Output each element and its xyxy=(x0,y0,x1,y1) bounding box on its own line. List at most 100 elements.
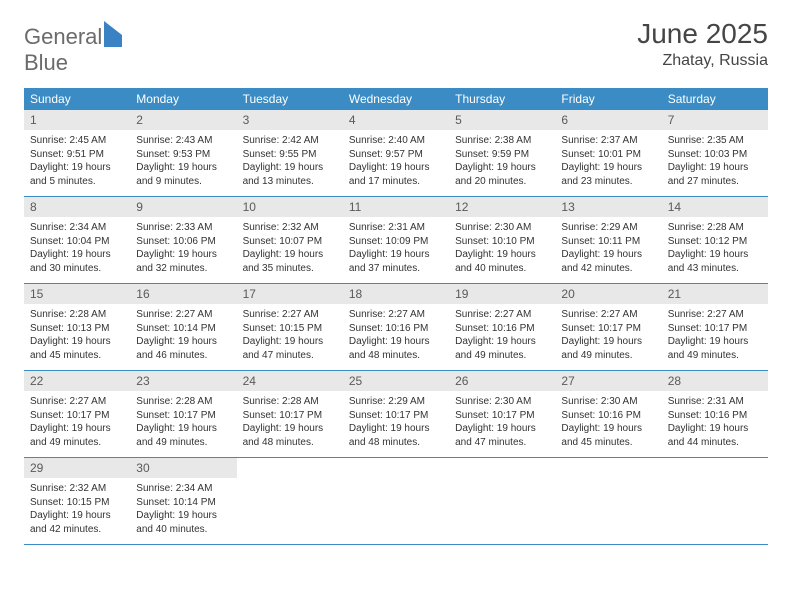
day-line: Sunrise: 2:29 AM xyxy=(561,221,655,235)
day-line: and 49 minutes. xyxy=(136,436,230,450)
day-line: Sunrise: 2:34 AM xyxy=(136,482,230,496)
day-body: Sunrise: 2:34 AMSunset: 10:04 PMDaylight… xyxy=(24,217,130,283)
week-row: 29Sunrise: 2:32 AMSunset: 10:15 PMDaylig… xyxy=(24,458,768,545)
day-body: Sunrise: 2:30 AMSunset: 10:10 PMDaylight… xyxy=(449,217,555,283)
day-number: 28 xyxy=(662,371,768,391)
day-body: Sunrise: 2:30 AMSunset: 10:16 PMDaylight… xyxy=(555,391,661,457)
day-line: Daylight: 19 hours xyxy=(668,335,762,349)
week-row: 8Sunrise: 2:34 AMSunset: 10:04 PMDayligh… xyxy=(24,197,768,284)
day-body: Sunrise: 2:27 AMSunset: 10:15 PMDaylight… xyxy=(237,304,343,370)
location: Zhatay, Russia xyxy=(637,52,768,70)
day-cell xyxy=(449,458,555,545)
day-body: Sunrise: 2:42 AMSunset: 9:55 PMDaylight:… xyxy=(237,130,343,196)
day-line: and 9 minutes. xyxy=(136,175,230,189)
day-line: Daylight: 19 hours xyxy=(136,509,230,523)
day-line: Daylight: 19 hours xyxy=(30,335,124,349)
day-cell: 18Sunrise: 2:27 AMSunset: 10:16 PMDaylig… xyxy=(343,284,449,371)
day-line: Sunrise: 2:27 AM xyxy=(455,308,549,322)
day-line: Sunset: 9:57 PM xyxy=(349,148,443,162)
day-cell xyxy=(555,458,661,545)
day-cell: 11Sunrise: 2:31 AMSunset: 10:09 PMDaylig… xyxy=(343,197,449,284)
day-number: 24 xyxy=(237,371,343,391)
day-line: Daylight: 19 hours xyxy=(30,248,124,262)
day-number: 21 xyxy=(662,284,768,304)
day-body: Sunrise: 2:28 AMSunset: 10:12 PMDaylight… xyxy=(662,217,768,283)
day-line: Sunrise: 2:28 AM xyxy=(136,395,230,409)
day-number: 4 xyxy=(343,110,449,130)
day-line: Daylight: 19 hours xyxy=(561,422,655,436)
day-number: 13 xyxy=(555,197,661,217)
dow-saturday: Saturday xyxy=(662,88,768,110)
day-cell: 14Sunrise: 2:28 AMSunset: 10:12 PMDaylig… xyxy=(662,197,768,284)
day-line: Sunrise: 2:32 AM xyxy=(243,221,337,235)
day-body: Sunrise: 2:34 AMSunset: 10:14 PMDaylight… xyxy=(130,478,236,544)
day-cell: 21Sunrise: 2:27 AMSunset: 10:17 PMDaylig… xyxy=(662,284,768,371)
day-line: Daylight: 19 hours xyxy=(349,248,443,262)
day-number: 19 xyxy=(449,284,555,304)
day-line: and 49 minutes. xyxy=(30,436,124,450)
day-line: Sunrise: 2:30 AM xyxy=(455,221,549,235)
day-cell: 17Sunrise: 2:27 AMSunset: 10:15 PMDaylig… xyxy=(237,284,343,371)
day-line: Daylight: 19 hours xyxy=(561,248,655,262)
day-line: and 49 minutes. xyxy=(668,349,762,363)
day-cell: 25Sunrise: 2:29 AMSunset: 10:17 PMDaylig… xyxy=(343,371,449,458)
day-line: and 40 minutes. xyxy=(136,523,230,537)
day-line: Daylight: 19 hours xyxy=(243,422,337,436)
day-number: 23 xyxy=(130,371,236,391)
day-line: Sunrise: 2:33 AM xyxy=(136,221,230,235)
day-cell: 22Sunrise: 2:27 AMSunset: 10:17 PMDaylig… xyxy=(24,371,130,458)
day-body: Sunrise: 2:28 AMSunset: 10:17 PMDaylight… xyxy=(130,391,236,457)
day-line: Sunset: 10:13 PM xyxy=(30,322,124,336)
day-number: 7 xyxy=(662,110,768,130)
day-line: Sunrise: 2:27 AM xyxy=(561,308,655,322)
day-line: Daylight: 19 hours xyxy=(455,248,549,262)
day-line: and 42 minutes. xyxy=(561,262,655,276)
day-body: Sunrise: 2:27 AMSunset: 10:14 PMDaylight… xyxy=(130,304,236,370)
dow-tuesday: Tuesday xyxy=(237,88,343,110)
day-line: Sunset: 10:14 PM xyxy=(136,322,230,336)
day-line: and 48 minutes. xyxy=(349,349,443,363)
day-line: Sunrise: 2:40 AM xyxy=(349,134,443,148)
day-cell: 26Sunrise: 2:30 AMSunset: 10:17 PMDaylig… xyxy=(449,371,555,458)
day-line: and 47 minutes. xyxy=(455,436,549,450)
day-number: 9 xyxy=(130,197,236,217)
day-body: Sunrise: 2:29 AMSunset: 10:17 PMDaylight… xyxy=(343,391,449,457)
day-line: Sunset: 10:01 PM xyxy=(561,148,655,162)
day-cell: 20Sunrise: 2:27 AMSunset: 10:17 PMDaylig… xyxy=(555,284,661,371)
day-body: Sunrise: 2:29 AMSunset: 10:11 PMDaylight… xyxy=(555,217,661,283)
logo-line1: General xyxy=(24,24,102,49)
day-number: 1 xyxy=(24,110,130,130)
day-body: Sunrise: 2:43 AMSunset: 9:53 PMDaylight:… xyxy=(130,130,236,196)
day-cell: 6Sunrise: 2:37 AMSunset: 10:01 PMDayligh… xyxy=(555,110,661,197)
day-body: Sunrise: 2:32 AMSunset: 10:07 PMDaylight… xyxy=(237,217,343,283)
day-body: Sunrise: 2:27 AMSunset: 10:16 PMDaylight… xyxy=(343,304,449,370)
day-line: Sunset: 10:04 PM xyxy=(30,235,124,249)
day-body: Sunrise: 2:27 AMSunset: 10:16 PMDaylight… xyxy=(449,304,555,370)
day-line: Daylight: 19 hours xyxy=(349,161,443,175)
day-number: 3 xyxy=(237,110,343,130)
day-body: Sunrise: 2:35 AMSunset: 10:03 PMDaylight… xyxy=(662,130,768,196)
day-body: Sunrise: 2:40 AMSunset: 9:57 PMDaylight:… xyxy=(343,130,449,196)
day-body: Sunrise: 2:27 AMSunset: 10:17 PMDaylight… xyxy=(662,304,768,370)
logo: General Blue xyxy=(24,18,122,76)
logo-line2: Blue xyxy=(24,50,68,75)
logo-triangle-icon xyxy=(104,21,122,47)
day-line: Sunset: 10:17 PM xyxy=(455,409,549,423)
day-line: Daylight: 19 hours xyxy=(561,161,655,175)
day-line: Sunset: 10:14 PM xyxy=(136,496,230,510)
day-line: Sunrise: 2:27 AM xyxy=(349,308,443,322)
day-line: and 5 minutes. xyxy=(30,175,124,189)
day-cell: 9Sunrise: 2:33 AMSunset: 10:06 PMDayligh… xyxy=(130,197,236,284)
day-line: and 40 minutes. xyxy=(455,262,549,276)
dow-row: Sunday Monday Tuesday Wednesday Thursday… xyxy=(24,88,768,110)
day-line: and 27 minutes. xyxy=(668,175,762,189)
day-cell: 28Sunrise: 2:31 AMSunset: 10:16 PMDaylig… xyxy=(662,371,768,458)
day-line: Sunrise: 2:30 AM xyxy=(455,395,549,409)
day-line: Daylight: 19 hours xyxy=(136,161,230,175)
day-line: Sunrise: 2:34 AM xyxy=(30,221,124,235)
day-line: Sunset: 10:03 PM xyxy=(668,148,762,162)
day-number: 17 xyxy=(237,284,343,304)
day-line: and 13 minutes. xyxy=(243,175,337,189)
day-line: and 30 minutes. xyxy=(30,262,124,276)
day-number: 25 xyxy=(343,371,449,391)
